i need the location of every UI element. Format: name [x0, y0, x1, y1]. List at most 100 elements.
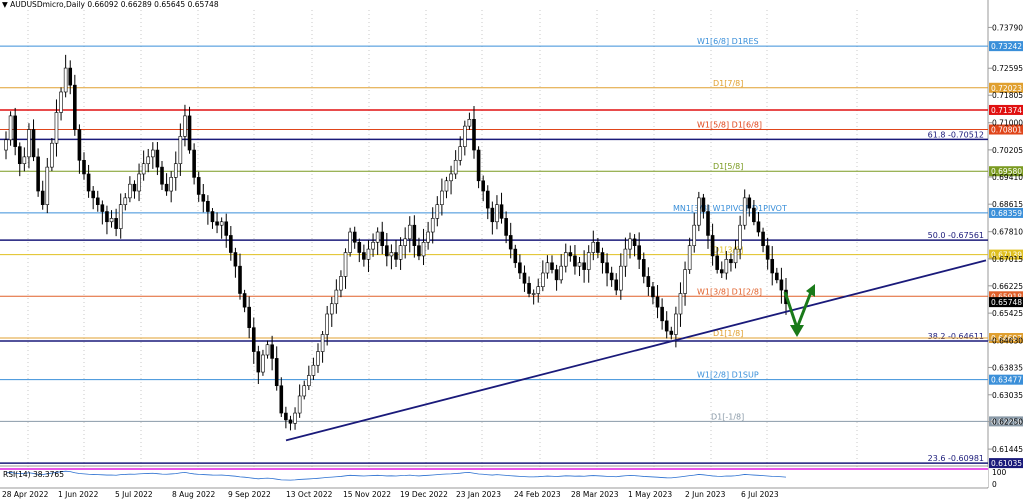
candle-body: [68, 67, 73, 86]
candle-body: [495, 204, 499, 223]
candle-body: [394, 252, 398, 260]
candle-body: [118, 204, 123, 229]
candle-body: [178, 136, 183, 165]
candle-body: [284, 412, 288, 421]
level-label: W1[5/8] D1[6/8]: [697, 121, 762, 130]
candle-body: [385, 245, 389, 257]
candle-body: [444, 180, 449, 192]
date-axis: 28 Apr 2022 1 Jun 2022 5 Jul 2022 8 Aug 202…: [2, 490, 779, 499]
candle-body: [4, 139, 8, 151]
candle-body: [219, 221, 224, 226]
candle-body: [563, 252, 568, 267]
candle-body: [109, 218, 114, 223]
price-tag: [989, 291, 1023, 302]
candle-body: [155, 149, 160, 168]
rsi-axis-top: 100: [992, 468, 1007, 477]
candle-body: [518, 262, 522, 274]
price-tag: [989, 166, 1023, 177]
price-tag-text: 0.67139: [991, 251, 1022, 260]
candle-body: [453, 159, 458, 175]
candle-body: [761, 231, 765, 246]
candle-body: [54, 112, 59, 144]
candle-body: [660, 306, 664, 322]
price-tag-text: 0.70801: [991, 126, 1022, 135]
candle-body: [329, 303, 334, 315]
candle-body: [724, 259, 729, 274]
candle-body: [164, 183, 169, 192]
symbol-label: AUDUSDmicro,Daily: [10, 0, 85, 9]
price-tag: [989, 104, 1023, 115]
candle-body: [210, 211, 215, 223]
candle-body: [50, 142, 54, 168]
arrow-up-icon: [806, 284, 815, 297]
price-tag: [989, 82, 1023, 93]
candle-body: [40, 190, 45, 205]
candle-body: [687, 245, 692, 270]
candle-body: [458, 146, 463, 161]
candle-body: [522, 272, 527, 284]
price-tag: [989, 416, 1023, 427]
candle-body: [733, 248, 738, 264]
collapse-arrow-icon[interactable]: ▼: [2, 0, 8, 9]
candle-body: [261, 354, 265, 373]
candle-body: [646, 276, 651, 287]
price-tag-text: 0.65918: [991, 292, 1022, 301]
candle-body: [279, 385, 284, 414]
candle-body: [320, 334, 325, 352]
level-lines: W1[6/8] D1RES 0.73242 D1[7/8] 0.72023 0.7137…: [0, 37, 1023, 469]
price-tag: [989, 124, 1023, 135]
candle-body: [233, 252, 238, 267]
candle-body: [591, 241, 596, 253]
axis-tick-label: 0.65425: [992, 309, 1023, 318]
candle-body: [137, 173, 141, 192]
candle-body: [550, 262, 554, 270]
candle-body: [242, 293, 247, 308]
axis-tick-label: 0.62250: [992, 418, 1023, 427]
candle-body: [706, 211, 710, 236]
level-label: D1[-1/8]: [711, 412, 744, 421]
candle-body: [31, 129, 36, 158]
price-tag-text: 0.69580: [991, 167, 1022, 176]
price-tag-text: 0.62256: [991, 417, 1022, 426]
candle-body: [641, 259, 646, 277]
candle-body: [775, 272, 779, 281]
current-price-tag: [989, 297, 1023, 308]
candle-body: [325, 313, 329, 335]
price-tag-text: 0.73242: [991, 42, 1022, 51]
candle-body: [504, 218, 508, 236]
candle-body: [674, 313, 678, 335]
candle-body: [187, 115, 192, 151]
candle-body: [352, 231, 357, 243]
candle-body: [59, 91, 63, 113]
candle-body: [765, 245, 770, 260]
candle-body: [637, 245, 641, 260]
candle-body: [623, 248, 628, 267]
candle-body: [628, 238, 632, 250]
candle-body: [17, 146, 22, 165]
price-tag: [989, 249, 1023, 260]
price-tag-text: 0.61035: [991, 459, 1022, 468]
axis-tick-label: 0.72595: [992, 64, 1023, 73]
candle-body: [573, 255, 577, 267]
candle-body: [334, 289, 339, 305]
date-label: 28 Mar 2023: [571, 490, 619, 499]
candle-body: [196, 177, 201, 195]
date-label: 15 Nov 2022: [343, 490, 391, 499]
candle-body: [463, 125, 467, 147]
candle-body: [82, 159, 86, 175]
candle-body: [596, 241, 600, 253]
candle-body: [206, 200, 210, 212]
level-label: 23.6 -0.60981: [928, 454, 984, 463]
candle-body: [655, 296, 660, 308]
candle-body: [742, 197, 747, 226]
level-label: MN1[3/8] W1PIVOT D1PIVOT: [673, 204, 787, 213]
candle-body: [251, 327, 256, 352]
candle-body: [619, 265, 623, 291]
rsi-background: [0, 467, 988, 487]
candle-body: [582, 262, 586, 270]
candle-body: [490, 207, 495, 223]
date-label: 6 Jul 2023: [741, 490, 779, 499]
price-tag-text: 0.71374: [991, 106, 1022, 115]
candle-body: [683, 269, 687, 294]
